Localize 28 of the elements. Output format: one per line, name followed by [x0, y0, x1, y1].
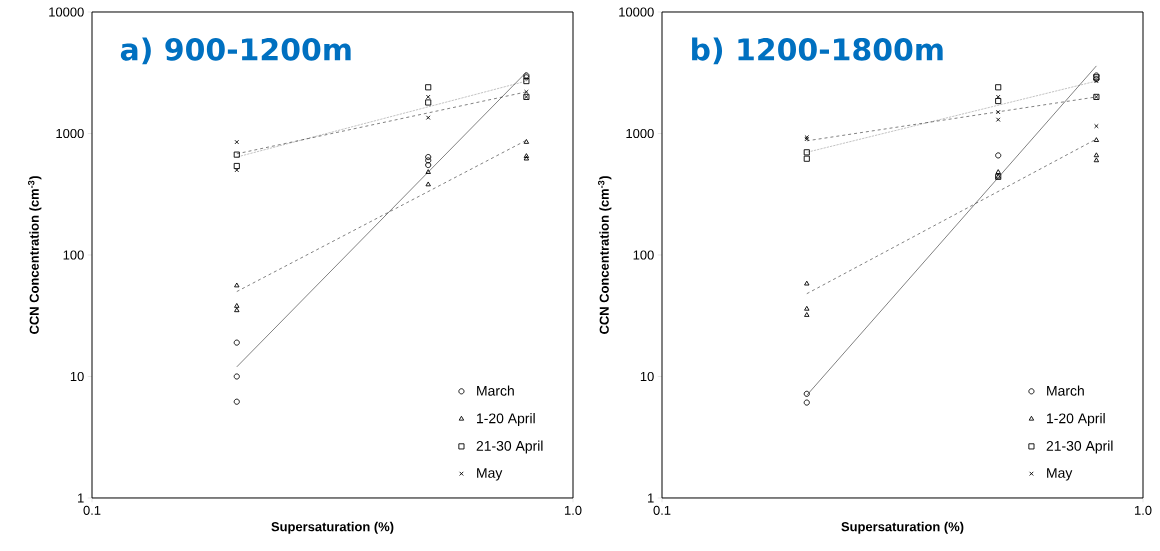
y-axis-title: CCN Concentration (cm$^{-3}$): [598, 176, 612, 334]
y-tick-label: 1000: [56, 128, 84, 139]
legend-label: 1-20 April: [477, 413, 535, 427]
y-tick-label: 1000: [626, 128, 654, 139]
x-tick-label: 0.1: [83, 505, 101, 515]
legend-label: 1-20 April: [1047, 413, 1105, 427]
legend-label: 21-30 April: [1046, 440, 1113, 454]
text: b) 1200-1800m: [692, 37, 943, 65]
y-tick-label: 100: [633, 250, 654, 260]
y-tick-label: 10000: [619, 7, 654, 17]
legend-label: March: [477, 385, 514, 396]
y-tick-label: 100: [63, 250, 84, 260]
x-tick-label: 0.1: [653, 505, 671, 515]
y-tick-label: 10000: [49, 7, 84, 17]
x-axis-title: Supersaturation (%): [271, 521, 394, 534]
x-tick-label: 1.0: [1134, 505, 1152, 515]
y-tick-label: 10: [70, 371, 84, 382]
legend-label: May: [1047, 468, 1073, 481]
legend-label: March: [1047, 385, 1084, 396]
y-tick-label: 1: [78, 493, 84, 503]
y-axis-title: CCN Concentration (cm$^{-3}$): [28, 176, 42, 334]
x-axis-title: Supersaturation (%): [841, 521, 964, 534]
text: a) 900-1200m: [120, 37, 351, 65]
y-tick-label: 1: [648, 493, 654, 503]
legend-label: May: [477, 468, 503, 481]
x-tick-label: 1.0: [564, 505, 582, 515]
y-tick-label: 10: [640, 371, 654, 382]
legend-label: 21-30 April: [476, 440, 543, 454]
